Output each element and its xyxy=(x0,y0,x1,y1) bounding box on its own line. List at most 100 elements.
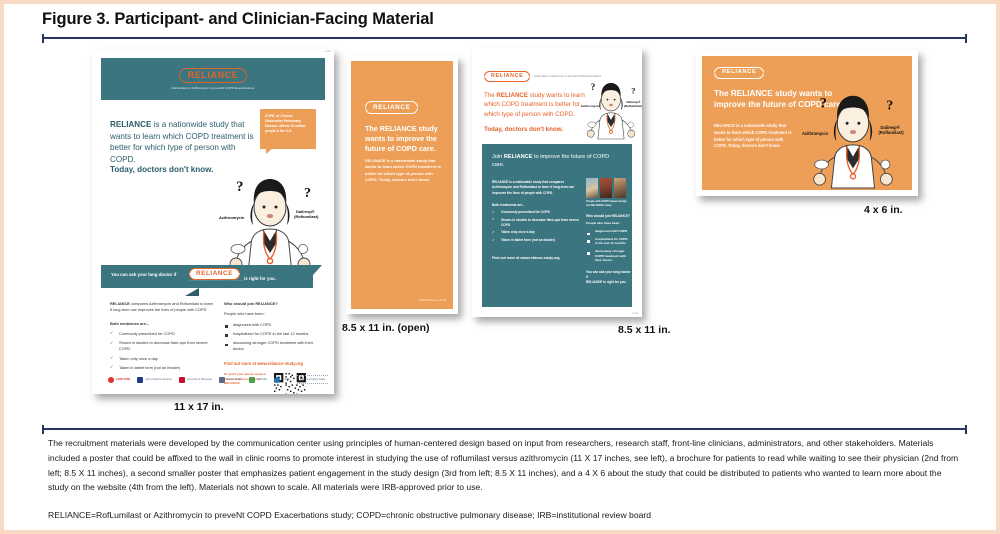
card-4x6-paper: RELIANCE The RELIANCE study wants to imp… xyxy=(696,50,918,196)
poster-11x17-headline: RELIANCE is a nationwide study that want… xyxy=(110,120,254,165)
participant-photo xyxy=(599,178,613,198)
qr-code-icon[interactable] xyxy=(273,372,307,394)
list-item: discussing stronger COPD treatment with … xyxy=(224,340,324,353)
brochure-headline: The RELIANCE study wants to improve the … xyxy=(365,124,438,154)
study-url[interactable]: Find out more at www.reliance-study.org xyxy=(224,360,303,366)
material-poster-8p5x11[interactable]: 1.2.0 RELIANCE Roflumilast or Azithromyc… xyxy=(472,47,671,336)
sponsor-logo: UI Health xyxy=(249,376,267,383)
reliance-wordmark: RELIANCE xyxy=(714,67,765,80)
participant-photo xyxy=(586,178,599,198)
brochure-paper: RELIANCE The RELIANCE study wants to imp… xyxy=(346,56,458,314)
list-item: diagnosed with COPD xyxy=(586,229,630,235)
banner-reliance-wordmark: RELIANCE xyxy=(189,267,240,280)
svg-text:?: ? xyxy=(886,98,893,113)
brochure-orange-panel: RELIANCE The RELIANCE study wants to imp… xyxy=(351,61,453,309)
svg-text:Azithromycin: Azithromycin xyxy=(219,215,245,220)
svg-text:(Roflumilast): (Roflumilast) xyxy=(294,214,319,219)
qr-caption: Or point your phone camera here to learn… xyxy=(224,372,266,386)
list-item: diagnosed with COPD xyxy=(224,322,324,328)
poster-8p5x11-paper: 1.2.0 RELIANCE Roflumilast or Azithromyc… xyxy=(472,47,642,317)
material-brochure-8p5x11-open[interactable]: RELIANCE The RELIANCE study wants to imp… xyxy=(342,56,458,334)
reliance-wordmark: RELIANCE xyxy=(484,71,531,83)
list-item: Shown in studies to decrease flare-ups f… xyxy=(492,217,584,228)
poster-11x17-right-column: Who should join RELIANCE? People who hav… xyxy=(224,301,324,394)
figure-canvas: 1.2.0 RELIANCE Roflumilast or Azithromyc… xyxy=(4,44,1000,426)
poster-11x17-banner: You can ask your lung doctor if RELIANCE… xyxy=(101,265,322,296)
svg-text:?: ? xyxy=(591,82,595,92)
poster-8p5x11-teal-panel: Join RELIANCE to improve the future of C… xyxy=(482,144,632,307)
sponsor-logo: University of Minnesota xyxy=(179,376,212,383)
panel-list-title: Both treatments are... xyxy=(492,203,525,207)
list-item: Taken only once a day xyxy=(110,355,214,362)
card-headline: The RELIANCE study wants to improve the … xyxy=(714,89,844,110)
figure-title: Figure 3. Participant- and Clinician-Fac… xyxy=(42,10,434,28)
doctor-illustration: ? ? Azithromycin Daliresp® (Roflumilast) xyxy=(580,75,642,141)
list-item: Taken in tablet form (not an inhaler) xyxy=(110,364,214,371)
both-treatments-list: Commonly prescribed for COPD Shown in st… xyxy=(492,210,584,246)
doctor-illustration: ? ? Azithromycin Daliresp® (Roflumilast) xyxy=(218,167,322,275)
svg-text:Daliresp®: Daliresp® xyxy=(627,100,642,104)
panel-title: Join RELIANCE to improve the future of C… xyxy=(492,154,610,169)
sponsor-logo-strip: COPD PPRN Johns Hopkins University Unive… xyxy=(108,375,329,384)
who-should-join-subtitle: People who have been: xyxy=(586,221,621,225)
poster-11x17-corner-code: 1.2.0 xyxy=(325,50,331,53)
caption-card-4x6: 4 x 6 in. xyxy=(864,204,903,216)
caption-poster-8p5x11: 8.5 x 11 in. xyxy=(618,324,671,336)
title-rule-top xyxy=(42,33,967,43)
svg-text:?: ? xyxy=(236,179,244,195)
list-item: hospitalized for COPD in the last 12 mon… xyxy=(224,331,324,338)
sponsor-logo: Institute of Aging Center xyxy=(296,375,329,384)
svg-text:Daliresp®: Daliresp® xyxy=(296,209,315,214)
study-url[interactable]: Find out more at www.reliance-study.org xyxy=(492,256,560,260)
banner-post: is right for you. xyxy=(244,276,276,281)
poster-11x17-subhead: Today, doctors don't know. xyxy=(110,165,214,174)
reliance-tagline: Roflumilast or Azithromycin to preveNt C… xyxy=(171,86,255,91)
panel-body: RELIANCE is a nationwide study that comp… xyxy=(492,180,575,195)
who-should-join-list: diagnosed with COPD hospitalized for COP… xyxy=(586,229,630,266)
svg-text:?: ? xyxy=(631,87,635,96)
doctor-illustration: ? ? Azithromycin Daliresp® (Roflumilast) xyxy=(798,84,908,190)
reliance-wordmark: RELIANCE xyxy=(365,101,419,115)
svg-text:(Roflumilast): (Roflumilast) xyxy=(879,130,905,135)
poster-11x17-callout: COPD, or Chronic Obstructive Pulmonary D… xyxy=(260,109,316,154)
poster-8p5x11-subhead: Today, doctors don't know. xyxy=(484,126,564,133)
reliance-tagline: Roflumilast or Azithromycin to preveNt C… xyxy=(534,75,602,79)
brochure-footer-code: Trifold Brochure v1.01.22 xyxy=(419,299,446,302)
photo-caption: People with COPD helped design the RELIA… xyxy=(586,200,627,207)
list-item: discussing stronger COPD treatment with … xyxy=(586,249,630,263)
poster-11x17-paper: 1.2.0 RELIANCE Roflumilast or Azithromyc… xyxy=(92,49,334,394)
material-poster-11x17[interactable]: 1.2.0 RELIANCE Roflumilast or Azithromyc… xyxy=(92,49,334,413)
svg-text:?: ? xyxy=(304,186,311,201)
caption-poster-11x17: 11 x 17 in. xyxy=(174,401,224,413)
sponsor-logo: COPD PPRN xyxy=(108,376,130,383)
banner-pre: You can ask your lung doctor if xyxy=(111,272,177,277)
brochure-body: RELIANCE is a nationwide study that want… xyxy=(365,158,441,183)
figure-footnote: The recruitment materials were developed… xyxy=(48,436,960,523)
list-item: Commonly prescribed for COPD xyxy=(110,330,214,337)
footer-rule xyxy=(42,424,967,434)
footnote-paragraph: The recruitment materials were developed… xyxy=(48,438,959,493)
svg-text:?: ? xyxy=(820,96,827,112)
banner-wordmark-tagline: Roflumilast or Azithromycin to preveNt C… xyxy=(189,280,245,282)
sponsor-logo: Johns Hopkins University xyxy=(137,376,172,383)
footnote-abbreviations: RELIANCE=RofLumilast or Azithromycin to … xyxy=(48,510,652,521)
caption-brochure: 8.5 x 11 in. (open) xyxy=(342,322,430,334)
list-item: Taken in tablet form (not an inhaler) xyxy=(492,238,584,243)
card-body: RELIANCE is a nationwide study that want… xyxy=(714,123,792,149)
who-should-join-title: Who should join RELIANCE? xyxy=(586,214,630,218)
poster-11x17-left-column: RELIANCE compares Azithromycin and Roflu… xyxy=(110,301,214,374)
sponsor-logo: Temple Health xyxy=(218,376,242,383)
who-should-join-list: diagnosed with COPD hospitalized for COP… xyxy=(224,322,324,353)
svg-text:Daliresp®: Daliresp® xyxy=(880,125,899,130)
svg-text:Azithromycin: Azithromycin xyxy=(581,104,600,108)
poster-8p5x11-corner-code: 1.2.0 xyxy=(632,312,638,315)
poster-8p5x11-header: RELIANCE Roflumilast or Azithromycin to … xyxy=(484,71,602,83)
list-item: Taken only once a day xyxy=(492,230,584,235)
list-item: hospitalized for COPD in the last 12 mon… xyxy=(586,237,630,246)
material-card-4x6[interactable]: RELIANCE The RELIANCE study wants to imp… xyxy=(696,50,918,216)
poster-8p5x11-headline: The RELIANCE study wants to learn which … xyxy=(484,92,585,118)
reliance-wordmark: RELIANCE xyxy=(178,67,248,84)
both-medicines-list: Commonly prescribed for COPD Shown in st… xyxy=(110,330,214,371)
list-item: Commonly prescribed for COPD xyxy=(492,210,584,215)
